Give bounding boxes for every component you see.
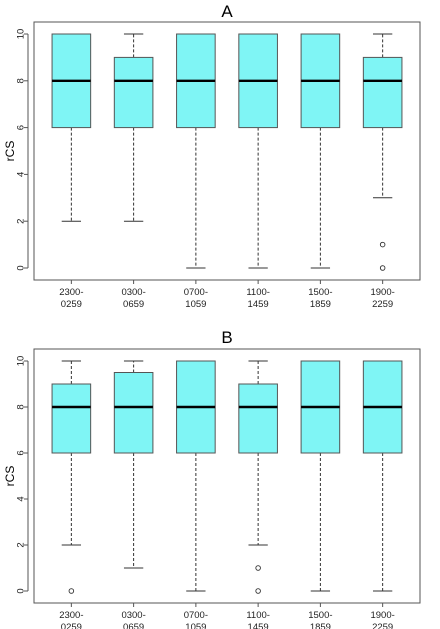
x-tick-label-line: 2300- <box>59 610 83 621</box>
y-tick-label: 10 <box>16 29 27 40</box>
x-tick-label-line: 2259 <box>372 299 393 310</box>
x-tick-label-line: 0700- <box>184 287 208 298</box>
x-tick-label: 1500-1859 <box>308 287 332 310</box>
x-tick-label: 0300-0659 <box>121 287 145 310</box>
x-tick-label-line: 0259 <box>61 299 82 310</box>
y-tick-label: 10 <box>16 356 27 367</box>
x-tick-label: 1500-1859 <box>308 610 332 629</box>
x-tick-label-line: 1459 <box>248 299 269 310</box>
box-5 <box>362 360 403 592</box>
x-tick-label-line: 0300- <box>121 610 145 621</box>
x-tick-label: 1900-2259 <box>370 287 394 310</box>
y-tick-label: 0 <box>16 265 27 270</box>
x-tick-label-line: 2300- <box>59 287 83 298</box>
box-1 <box>113 360 154 569</box>
box-1 <box>113 33 154 222</box>
y-tick-label: 6 <box>16 125 27 130</box>
y-tick-label: 6 <box>16 450 27 455</box>
x-tick-label-line: 1059 <box>185 622 206 629</box>
x-tick-label-line: 0259 <box>61 622 82 629</box>
chart-title: B <box>221 328 232 347</box>
box-2 <box>176 360 216 592</box>
x-tick-label-line: 1500- <box>308 610 332 621</box>
x-tick-label-line: 1900- <box>370 610 394 621</box>
box-4 <box>300 360 341 592</box>
y-tick-label: 0 <box>16 588 27 593</box>
outlier-point <box>379 265 386 271</box>
y-tick-label: 2 <box>16 219 27 224</box>
y-tick-label: 8 <box>16 78 27 83</box>
x-tick-label: 2300-0259 <box>59 610 83 629</box>
x-tick-label-line: 0700- <box>184 610 208 621</box>
iqr-box <box>238 383 278 454</box>
x-tick-label: 0700-1059 <box>184 610 208 629</box>
iqr-box <box>113 56 154 129</box>
x-tick-label-line: 1100- <box>246 610 270 621</box>
x-tick-label: 2300-0259 <box>59 287 83 310</box>
x-tick-label: 1900-2259 <box>370 610 394 629</box>
y-axis-label: rCS <box>3 466 17 487</box>
x-tick-label: 0700-1059 <box>184 287 208 310</box>
x-tick-label: 0300-0659 <box>121 610 145 629</box>
x-tick-label: 1100-1459 <box>246 610 270 629</box>
y-tick-label: 4 <box>16 496 27 501</box>
box-4 <box>300 33 341 269</box>
iqr-box <box>113 372 154 454</box>
iqr-box <box>362 56 403 129</box>
outlier-point <box>68 588 75 594</box>
x-tick-label-line: 1900- <box>370 287 394 298</box>
outlier-point <box>379 241 386 248</box>
outlier-point <box>255 565 261 571</box>
box-3 <box>238 33 278 269</box>
box-2 <box>176 33 216 269</box>
chart-title: A <box>221 2 233 21</box>
panel-1: B 0 2 4 6 8 10 rCS 2300-0259 0300-0659 0700-1059 11… <box>3 328 421 629</box>
iqr-box <box>51 383 92 454</box>
x-tick-label-line: 0300- <box>121 287 145 298</box>
x-tick-label-line: 0659 <box>123 299 144 310</box>
y-tick-label: 8 <box>16 404 27 409</box>
x-tick-label-line: 1459 <box>248 622 269 629</box>
box-0 <box>51 360 92 594</box>
y-tick-label: 4 <box>16 172 27 177</box>
outlier-point <box>255 588 261 594</box>
x-tick-label-line: 1500- <box>308 287 332 298</box>
plot-frame <box>33 348 421 604</box>
x-tick-label: 1100-1459 <box>246 287 270 310</box>
x-tick-label-line: 1059 <box>185 299 206 310</box>
box-3 <box>238 360 278 594</box>
box-0 <box>51 33 92 222</box>
box-5 <box>362 33 403 271</box>
x-tick-label-line: 1100- <box>246 287 270 298</box>
x-tick-label-line: 2259 <box>372 622 393 629</box>
y-tick-label: 2 <box>16 542 27 547</box>
x-tick-label-line: 1859 <box>310 299 331 310</box>
panel-0: A 0 2 4 6 8 10 rCS 2300-0259 0300-0659 0700-1059 11… <box>3 2 421 310</box>
x-tick-label-line: 1859 <box>310 622 331 629</box>
x-tick-label-line: 0659 <box>123 622 144 629</box>
plot-frame <box>33 21 421 281</box>
y-axis-label: rCS <box>3 141 17 162</box>
